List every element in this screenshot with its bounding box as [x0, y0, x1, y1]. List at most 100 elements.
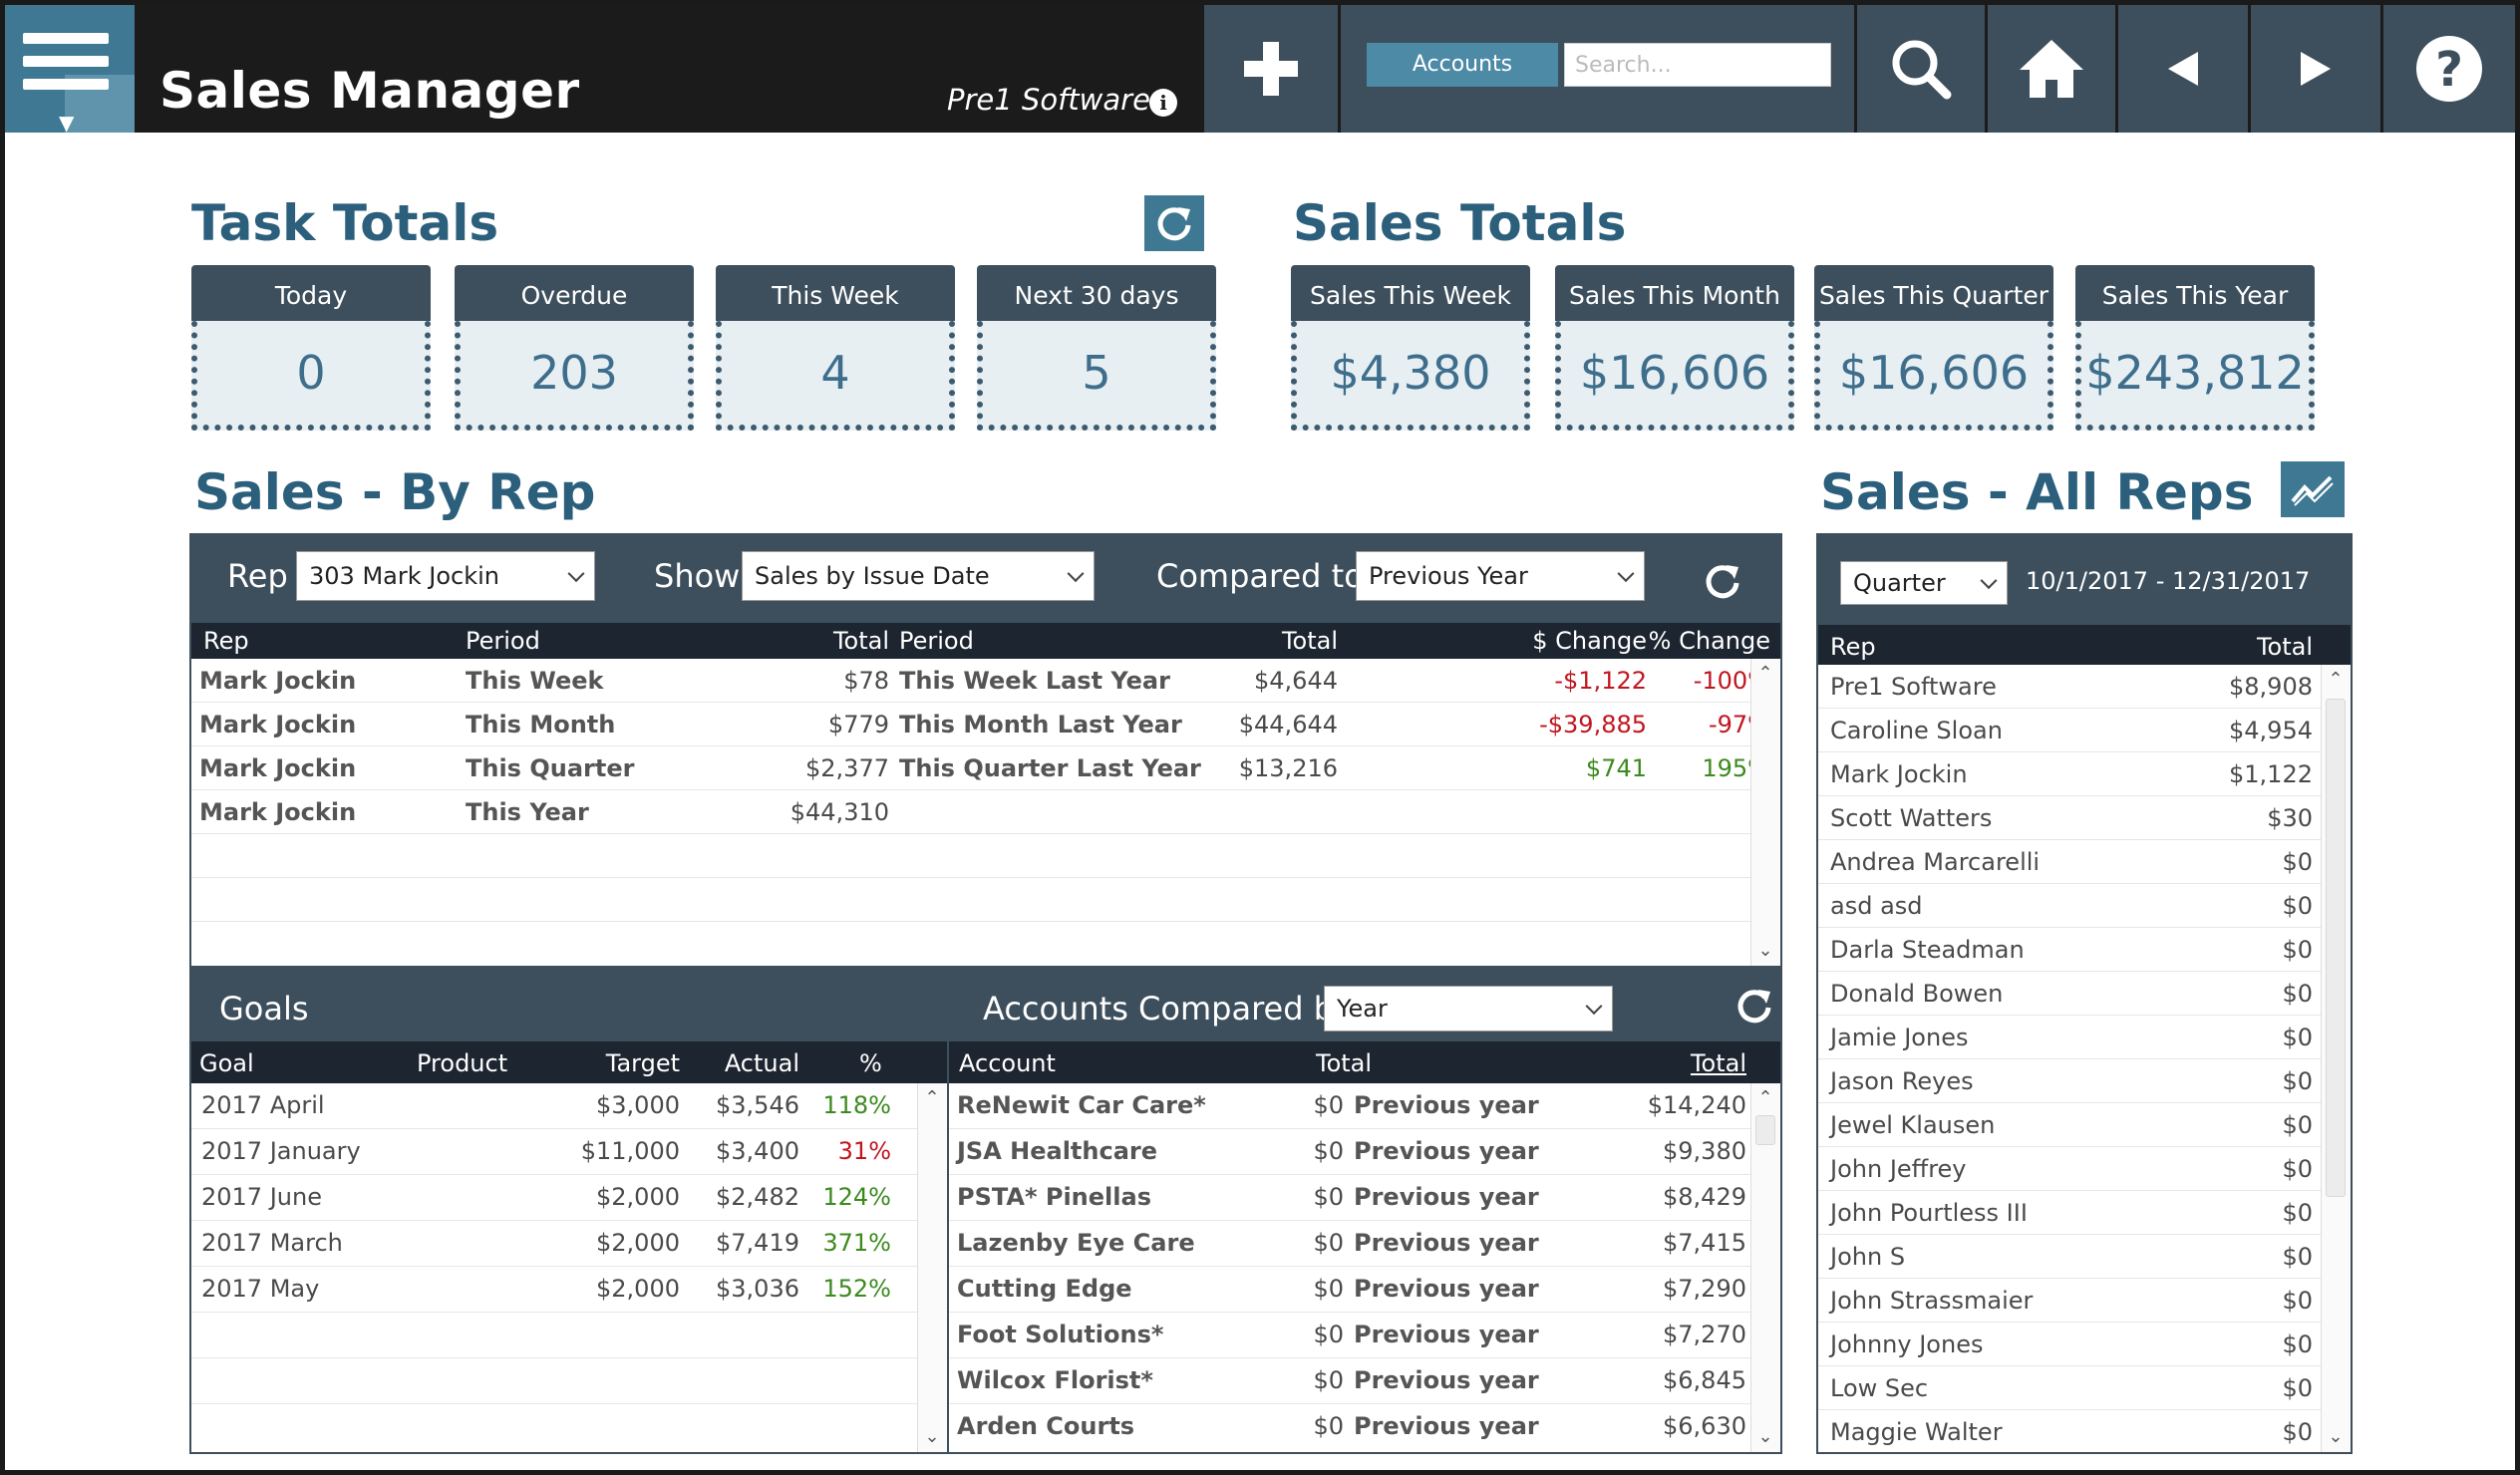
by-rep-scrollbar[interactable]: ⌃ ⌄	[1750, 659, 1780, 966]
show-select[interactable]: Sales by Issue Date	[742, 551, 1095, 601]
table-row[interactable]: Donald Bowen $0	[1818, 972, 2351, 1016]
menu-button[interactable]: ▼	[5, 5, 135, 133]
back-button[interactable]	[2118, 5, 2248, 133]
compare-by-select[interactable]: Year	[1324, 986, 1613, 1032]
search-type-button[interactable]: Accounts	[1367, 43, 1558, 87]
table-row[interactable]: Mark Jockin This Month $779 This Month L…	[191, 703, 1780, 746]
table-row[interactable]: 2017 April $3,000 $3,546 118%	[191, 1083, 947, 1129]
card-sales-year[interactable]: Sales This Year $243,812	[2075, 265, 2315, 431]
scroll-up-icon[interactable]: ⌃	[924, 1087, 940, 1108]
search-button[interactable]	[1857, 5, 1985, 133]
all-reps-scrollbar[interactable]: ⌃ ⌄	[2321, 665, 2351, 1452]
table-row-empty	[191, 878, 1780, 922]
cell-compare-label: Previous year	[1354, 1275, 1539, 1303]
cell-prev-total: $6,630	[1663, 1412, 1746, 1440]
search-input[interactable]	[1564, 43, 1831, 87]
table-row[interactable]: Andrea Marcarelli $0	[1818, 840, 2351, 884]
table-row[interactable]: 2017 May $2,000 $3,036 152%	[191, 1267, 947, 1313]
home-icon	[2020, 40, 2083, 98]
all-reps-table-header: Rep Total	[1818, 625, 2351, 665]
table-row[interactable]: Wilcox Florist* $0 Previous year $6,845	[949, 1358, 1780, 1404]
table-row[interactable]: Darla Steadman $0	[1818, 928, 2351, 972]
table-row[interactable]: John Jeffrey $0	[1818, 1147, 2351, 1191]
refresh-icon[interactable]	[1734, 986, 1774, 1026]
table-row[interactable]: Foot Solutions* $0 Previous year $7,270	[949, 1313, 1780, 1358]
table-row[interactable]: John Strassmaier $0	[1818, 1279, 2351, 1323]
goals-scrollbar[interactable]: ⌃ ⌄	[917, 1083, 947, 1452]
table-row[interactable]: Jewel Klausen $0	[1818, 1103, 2351, 1147]
table-row[interactable]: Caroline Sloan $4,954	[1818, 709, 2351, 752]
help-button[interactable]: ?	[2383, 5, 2515, 133]
table-row[interactable]: Jamie Jones $0	[1818, 1016, 2351, 1059]
refresh-icon[interactable]	[1703, 561, 1742, 601]
card-label: Sales This Month	[1555, 265, 1794, 321]
table-row[interactable]: 2017 March $2,000 $7,419 371%	[191, 1221, 947, 1267]
chart-view-button[interactable]	[2281, 461, 2345, 517]
table-row[interactable]: Johnny Jones $0	[1818, 1323, 2351, 1366]
cell-total: $0	[2282, 980, 2313, 1008]
table-row[interactable]: John S $0	[1818, 1235, 2351, 1279]
rep-select[interactable]: 303 Mark Jockin	[296, 551, 595, 601]
table-row[interactable]: Cutting Edge $0 Previous year $7,290	[949, 1267, 1780, 1313]
card-sales-month[interactable]: Sales This Month $16,606	[1555, 265, 1794, 431]
card-value: $16,606	[1555, 321, 1794, 431]
table-row[interactable]: Mark Jockin This Year $44,310	[191, 790, 1780, 834]
scroll-down-icon[interactable]: ⌄	[1757, 1426, 1773, 1447]
table-row[interactable]: Scott Watters $30	[1818, 796, 2351, 840]
cell-compare-label: Previous year	[1354, 1366, 1539, 1394]
scroll-up-icon[interactable]: ⌃	[1757, 663, 1773, 684]
scroll-thumb[interactable]	[1755, 1115, 1775, 1145]
table-row[interactable]: 2017 June $2,000 $2,482 124%	[191, 1175, 947, 1221]
table-row[interactable]: Arden Courts $0 Previous year $6,630	[949, 1404, 1780, 1450]
accounts-scrollbar[interactable]: ⌃ ⌄	[1750, 1083, 1780, 1452]
cell-compare-period: This Quarter Last Year	[899, 754, 1201, 782]
card-next-30-days[interactable]: Next 30 days 5	[977, 265, 1216, 431]
table-row[interactable]: asd asd $0	[1818, 884, 2351, 928]
cell-prev-total: $6,845	[1663, 1366, 1746, 1394]
table-row[interactable]: JSA Healthcare $0 Previous year $9,380	[949, 1129, 1780, 1175]
cell-compare-period: This Week Last Year	[899, 667, 1170, 695]
table-row[interactable]: Jason Reyes $0	[1818, 1059, 2351, 1103]
home-button[interactable]	[1988, 5, 2115, 133]
scroll-down-icon[interactable]: ⌄	[1757, 940, 1773, 961]
col-prev-total-sort[interactable]: Total	[1690, 1049, 1746, 1077]
scroll-down-icon[interactable]: ⌄	[2328, 1426, 2344, 1447]
table-row[interactable]: Pre1 Software $8,908	[1818, 665, 2351, 709]
accounts-title-bar: Accounts Compared by Year	[949, 970, 1780, 1041]
goals-table-body: 2017 April $3,000 $3,546 118% 2017 Janua…	[191, 1083, 947, 1452]
add-button[interactable]	[1204, 5, 1338, 133]
scroll-up-icon[interactable]: ⌃	[2328, 669, 2344, 690]
table-row[interactable]: ReNewit Car Care* $0 Previous year $14,2…	[949, 1083, 1780, 1129]
card-this-week[interactable]: This Week 4	[716, 265, 955, 431]
table-row[interactable]: Mark Jockin This Quarter $2,377 This Qua…	[191, 746, 1780, 790]
card-label: Sales This Week	[1291, 265, 1530, 321]
scroll-up-icon[interactable]: ⌃	[1757, 1087, 1773, 1108]
task-refresh-button[interactable]	[1144, 195, 1204, 251]
cell-compare-label: Previous year	[1354, 1321, 1539, 1348]
forward-button[interactable]	[2251, 5, 2380, 133]
table-row[interactable]: John Pourtless III $0	[1818, 1191, 2351, 1235]
table-row[interactable]: Lazenby Eye Care $0 Previous year $7,415	[949, 1221, 1780, 1267]
table-row[interactable]: Maggie Walter $0	[1818, 1410, 2351, 1452]
card-overdue[interactable]: Overdue 203	[455, 265, 694, 431]
card-sales-quarter[interactable]: Sales This Quarter $16,606	[1814, 265, 2053, 431]
table-row[interactable]: Mark Jockin $1,122	[1818, 752, 2351, 796]
cell-pct: 371%	[822, 1229, 891, 1257]
scroll-down-icon[interactable]: ⌄	[924, 1426, 940, 1447]
scroll-thumb[interactable]	[2326, 699, 2346, 1197]
table-row[interactable]: Mark Jockin This Week $78 This Week Last…	[191, 659, 1780, 703]
table-row[interactable]: PSTA* Pinellas $0 Previous year $8,429	[949, 1175, 1780, 1221]
card-today[interactable]: Today 0	[191, 265, 431, 431]
info-icon[interactable]: i	[1149, 89, 1177, 117]
table-row[interactable]: 2017 January $11,000 $3,400 31%	[191, 1129, 947, 1175]
rep-select-value: 303 Mark Jockin	[309, 562, 499, 590]
chevron-down-icon	[1067, 565, 1085, 583]
col-period: Period	[466, 627, 540, 655]
filter-bar: Rep 303 Mark Jockin Show Sales by Issue …	[191, 535, 1780, 623]
cell-total: $0	[2282, 1287, 2313, 1315]
period-select[interactable]: Quarter	[1840, 561, 2008, 605]
table-row[interactable]: Low Sec $0	[1818, 1366, 2351, 1410]
compared-to-select[interactable]: Previous Year	[1356, 551, 1645, 601]
card-sales-week[interactable]: Sales This Week $4,380	[1291, 265, 1530, 431]
cell-rep: Scott Watters	[1830, 804, 1993, 832]
